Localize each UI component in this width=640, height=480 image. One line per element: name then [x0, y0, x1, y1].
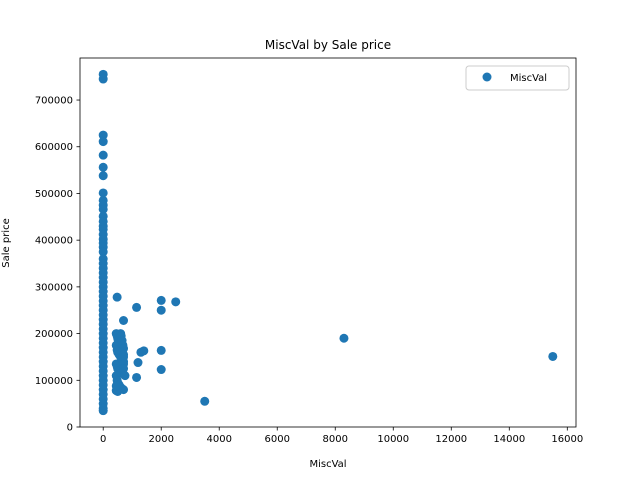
y-tick-label: 400000: [35, 236, 73, 247]
data-point: [98, 406, 108, 416]
data-point: [156, 345, 166, 355]
data-point: [98, 130, 108, 140]
x-tick-label: 4000: [207, 434, 232, 445]
legend-box: [465, 65, 570, 91]
x-tick-label: 16000: [551, 434, 583, 445]
data-point: [112, 292, 122, 302]
y-tick-label: 700000: [35, 96, 73, 107]
x-axis: 0 2000 4000 6000 8000 10000 12000 14000 16000: [100, 427, 583, 445]
legend: MiscVal: [465, 65, 570, 91]
data-point: [120, 371, 130, 381]
data-point: [98, 188, 108, 198]
y-tick-label: 300000: [35, 282, 73, 293]
x-tick-label: 0: [100, 434, 106, 445]
data-point: [548, 351, 558, 361]
x-axis-title: MiscVal: [309, 459, 346, 470]
data-point: [132, 302, 142, 312]
x-tick-label: 8000: [323, 434, 348, 445]
data-point: [98, 162, 108, 172]
data-point: [111, 381, 121, 391]
legend-label: MiscVal: [510, 73, 547, 84]
data-point: [156, 305, 166, 315]
data-point: [119, 316, 129, 325]
y-tick-label: 500000: [35, 189, 73, 200]
x-tick-label: 10000: [377, 434, 409, 445]
data-point: [98, 150, 108, 160]
data-point: [156, 365, 166, 375]
data-point: [119, 364, 129, 374]
y-axis-title: Sale price: [1, 218, 12, 267]
data-point: [98, 74, 108, 84]
x-tick-label: 6000: [265, 434, 290, 445]
y-axis: 0 100000 200000 300000 400000 500000 600000 700…: [35, 96, 80, 434]
legend-marker: [482, 72, 492, 82]
data-point: [98, 171, 108, 181]
data-point: [98, 137, 108, 147]
x-tick-label: 2000: [148, 434, 173, 445]
data-point: [156, 295, 166, 305]
data-markers: [98, 69, 558, 416]
x-tick-label: 12000: [435, 434, 467, 445]
y-tick-label: 200000: [35, 329, 73, 340]
data-point: [139, 346, 149, 356]
chart-title: MiscVal by Sale price: [265, 38, 391, 52]
data-point: [339, 333, 349, 343]
plot-background: [80, 58, 576, 427]
data-point: [98, 204, 108, 214]
data-point: [98, 247, 108, 257]
y-tick-label: 600000: [35, 142, 73, 153]
data-point: [133, 358, 143, 368]
data-point: [132, 372, 142, 382]
data-point: [171, 297, 181, 307]
y-tick-label: 0: [67, 423, 73, 434]
y-tick-label: 100000: [35, 376, 73, 387]
plot-area: [79, 57, 577, 428]
data-point: [200, 396, 210, 406]
x-tick-label: 14000: [493, 434, 525, 445]
plot-frame: [79, 57, 577, 428]
